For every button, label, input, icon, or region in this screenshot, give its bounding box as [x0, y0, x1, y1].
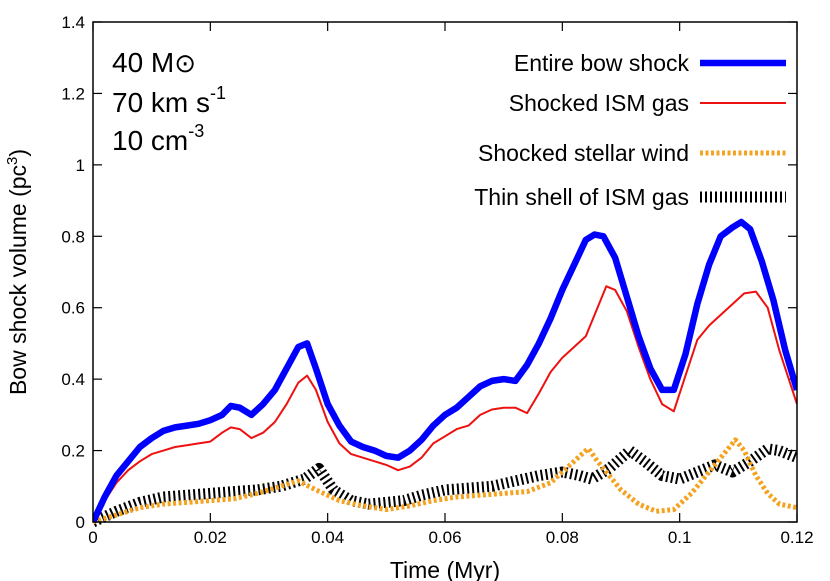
y-axis-label: Bow shock volume (pc3)	[4, 149, 31, 395]
series-line-2	[93, 437, 797, 525]
series-layer	[93, 218, 797, 528]
velocity-annotation: 70 km s-1	[112, 83, 226, 118]
y-tick-label: 1.4	[61, 13, 85, 32]
x-tick-label: 0.02	[194, 528, 227, 547]
x-axis-label: Time (Myr)	[390, 557, 500, 581]
x-tick-label: 0	[88, 528, 97, 547]
parameter-annotations: 40 M⊙ 70 km s-1 10 cm-3	[112, 47, 226, 156]
y-tick-label: 1	[76, 156, 85, 175]
solar-symbol: ⊙	[174, 48, 196, 78]
y-tick-label: 1.2	[61, 84, 85, 103]
density-text: 10 cm	[112, 125, 188, 156]
x-tick-label: 0.04	[311, 528, 344, 547]
series-line-0	[93, 218, 797, 524]
y-tick-label: 0.4	[61, 370, 85, 389]
legend-label-2: Shocked stellar wind	[478, 140, 689, 166]
y-tick-label: 0.6	[61, 299, 85, 318]
velocity-sup: -1	[210, 83, 226, 103]
mass-text: 40 M	[112, 47, 174, 78]
legend-label-3: Thin shell of ISM gas	[474, 184, 689, 210]
y-tick-label: 0.8	[61, 227, 85, 246]
mass-annotation: 40 M⊙	[112, 47, 196, 78]
x-tick-label: 0.06	[428, 528, 461, 547]
plot-frame	[92, 21, 798, 523]
y-tick-label: 0.2	[61, 442, 85, 461]
velocity-text: 70 km s	[112, 87, 210, 118]
y-tick-label: 0	[76, 513, 85, 532]
density-annotation: 10 cm-3	[112, 121, 204, 156]
x-tick-label: 0.12	[780, 528, 813, 547]
legend-label-1: Shocked ISM gas	[509, 90, 689, 116]
y-axis-label-sup: 3	[4, 157, 21, 165]
tick-labels: 0 0.02 0.04 0.06 0.08 0.1 0.12 0 0.2 0.4 0.6 0.8 1 1.…	[61, 13, 813, 547]
legend-label-0: Entire bow shock	[514, 50, 690, 76]
legend: Entire bow shock Shocked ISM gas Shocked s…	[474, 50, 786, 210]
y-axis-label-main: Bow shock volume (pc	[5, 165, 31, 395]
series-line-1	[93, 285, 797, 523]
density-sup: -3	[188, 121, 204, 141]
x-tick-label: 0.08	[546, 528, 579, 547]
x-tick-label: 0.1	[668, 528, 692, 547]
y-axis-label-tail: )	[5, 149, 31, 157]
series-line-3	[93, 443, 797, 528]
